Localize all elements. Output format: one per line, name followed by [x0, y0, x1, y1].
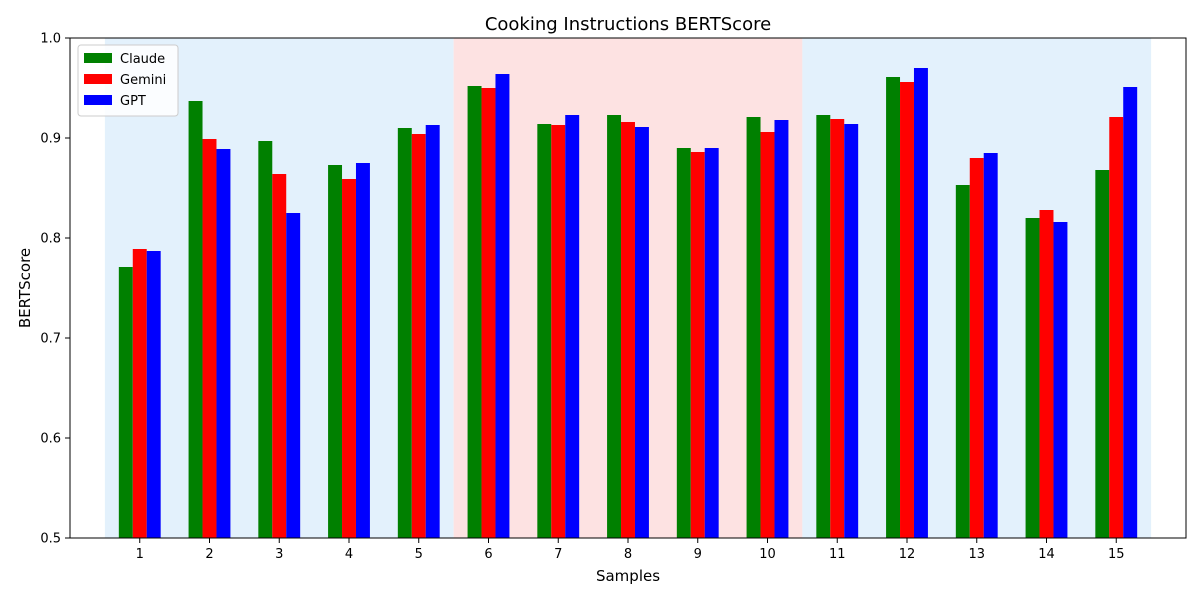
bar-gemini-6	[481, 88, 496, 538]
x-tick-label: 15	[1108, 547, 1125, 562]
chart-title: Cooking Instructions BERTScore	[485, 14, 771, 35]
x-tick-label: 9	[694, 547, 702, 562]
bar-gpt-2	[216, 149, 231, 538]
y-tick-label: 0.8	[40, 232, 61, 247]
bar-gemini-15	[1109, 117, 1124, 538]
bar-gemini-7	[551, 125, 566, 538]
x-axis-label: Samples	[596, 567, 660, 585]
y-tick-label: 0.7	[40, 332, 61, 347]
bar-claude-5	[397, 128, 412, 538]
bar-gemini-14	[1039, 210, 1054, 538]
bar-gpt-15	[1123, 87, 1138, 538]
bar-claude-4	[328, 165, 343, 538]
bar-claude-1	[118, 267, 133, 538]
legend-label-gpt: GPT	[120, 94, 146, 109]
y-axis-label: BERTScore	[16, 248, 34, 328]
x-tick-label: 11	[829, 547, 846, 562]
bar-claude-2	[188, 101, 203, 538]
bar-gemini-2	[202, 139, 217, 538]
bar-claude-8	[607, 115, 622, 538]
bar-gemini-12	[900, 82, 914, 538]
bar-gpt-3	[286, 213, 301, 538]
bar-gpt-9	[704, 148, 719, 538]
bar-gpt-13	[983, 153, 998, 538]
legend: Claude Gemini GPT	[77, 44, 179, 117]
x-tick-label: 6	[484, 547, 492, 562]
x-tick-label: 10	[759, 547, 776, 562]
bar-gemini-5	[411, 134, 426, 538]
bar-gpt-1	[146, 251, 161, 538]
bar-claude-14	[1025, 218, 1040, 538]
y-tick-label: 0.9	[40, 132, 61, 147]
y-tick-label: 0.5	[40, 532, 61, 547]
bar-gemini-4	[342, 179, 356, 538]
x-axis: 1 2 3 4 5 6 7 8 9 10 11 12 13 14 15	[136, 538, 1125, 562]
bar-claude-6	[467, 86, 482, 538]
y-axis: 0.5 0.6 0.7 0.8 0.9 1.0	[40, 32, 70, 547]
y-tick-label: 0.6	[40, 432, 61, 447]
bar-gemini-10	[760, 132, 775, 538]
bar-claude-3	[258, 141, 273, 538]
x-tick-label: 3	[275, 547, 283, 562]
legend-swatch-gpt	[84, 95, 112, 105]
bar-claude-12	[886, 77, 901, 538]
bar-gpt-10	[774, 120, 789, 538]
legend-swatch-gemini	[84, 74, 112, 84]
bar-gemini-9	[690, 152, 705, 538]
bar-gpt-6	[495, 74, 510, 538]
y-tick-label: 1.0	[40, 32, 61, 47]
bars	[118, 68, 1138, 538]
bar-gpt-5	[425, 125, 440, 538]
bar-gpt-7	[565, 115, 580, 538]
x-tick-label: 7	[554, 547, 562, 562]
bar-gemini-11	[830, 119, 845, 538]
bar-gemini-3	[272, 174, 287, 538]
x-tick-label: 13	[968, 547, 985, 562]
x-tick-label: 2	[205, 547, 213, 562]
x-tick-label: 14	[1038, 547, 1055, 562]
bar-claude-10	[746, 117, 761, 538]
bar-claude-11	[816, 115, 831, 538]
bar-claude-15	[1095, 170, 1110, 538]
bar-gpt-4	[355, 163, 370, 538]
bar-gemini-13	[969, 158, 984, 538]
legend-label-claude: Claude	[120, 52, 165, 67]
x-tick-label: 8	[624, 547, 632, 562]
x-tick-label: 5	[415, 547, 423, 562]
bar-claude-7	[537, 124, 552, 538]
bar-gpt-14	[1053, 222, 1068, 538]
bar-claude-13	[955, 185, 970, 538]
x-tick-label: 12	[899, 547, 916, 562]
bar-gemini-8	[621, 122, 635, 538]
bar-gpt-11	[844, 124, 859, 538]
legend-label-gemini: Gemini	[120, 73, 166, 88]
x-tick-label: 1	[136, 547, 144, 562]
x-tick-label: 4	[345, 547, 353, 562]
bar-gemini-1	[132, 249, 147, 538]
bar-gpt-12	[913, 68, 928, 538]
bar-claude-9	[676, 148, 691, 538]
legend-swatch-claude	[84, 53, 112, 63]
bar-gpt-8	[634, 127, 649, 538]
